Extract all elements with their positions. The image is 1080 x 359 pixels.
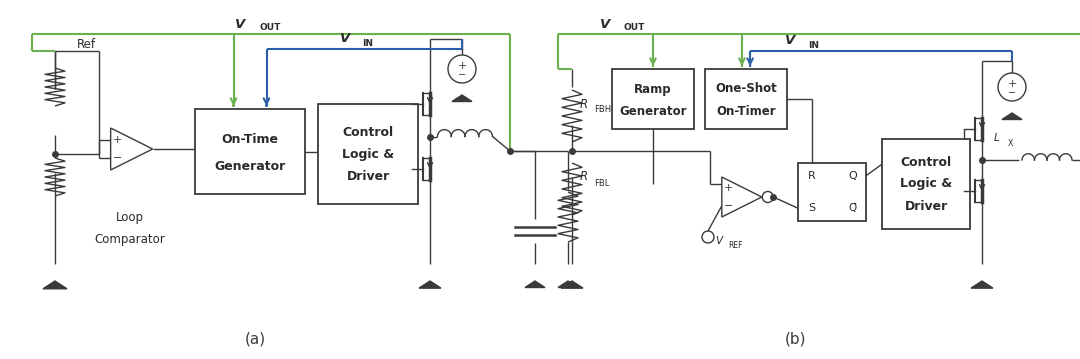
Bar — [798, 163, 866, 221]
Text: V: V — [235, 18, 245, 31]
Text: One-Shot: One-Shot — [715, 83, 777, 95]
Text: FBL: FBL — [594, 178, 609, 187]
Text: Control: Control — [901, 155, 951, 168]
Text: FBH: FBH — [594, 106, 611, 115]
Polygon shape — [419, 281, 441, 288]
Text: REF: REF — [728, 242, 743, 251]
Text: Ramp: Ramp — [634, 83, 672, 95]
Text: IN: IN — [362, 38, 373, 47]
Text: −: − — [724, 201, 733, 211]
Text: Generator: Generator — [619, 104, 687, 117]
Bar — [612, 69, 694, 129]
Text: Control: Control — [342, 126, 393, 139]
Text: OUT: OUT — [624, 23, 646, 33]
Text: Loop: Loop — [116, 210, 144, 224]
Text: On-Timer: On-Timer — [716, 104, 775, 117]
Text: Generator: Generator — [214, 160, 285, 173]
Polygon shape — [110, 128, 152, 170]
Polygon shape — [721, 177, 761, 217]
Text: V: V — [600, 18, 610, 31]
Text: +: + — [112, 135, 122, 145]
Text: R: R — [580, 171, 589, 183]
Polygon shape — [43, 281, 67, 289]
Text: (a): (a) — [244, 331, 266, 346]
Text: Driver: Driver — [347, 169, 390, 182]
Text: V: V — [340, 33, 350, 46]
Circle shape — [998, 73, 1026, 101]
Bar — [705, 69, 787, 129]
Polygon shape — [971, 281, 993, 288]
Text: +: + — [724, 183, 733, 193]
Polygon shape — [561, 281, 583, 288]
Polygon shape — [558, 281, 578, 288]
Text: Q̅: Q̅ — [848, 203, 856, 213]
Circle shape — [448, 55, 476, 83]
Text: Logic &: Logic & — [342, 148, 394, 160]
Text: OUT: OUT — [260, 23, 282, 33]
Text: On-Time: On-Time — [221, 133, 279, 146]
Text: (b): (b) — [784, 331, 806, 346]
Polygon shape — [525, 281, 545, 288]
Text: X: X — [1008, 140, 1013, 149]
Text: Logic &: Logic & — [900, 177, 953, 191]
Text: +: + — [1008, 79, 1016, 89]
Polygon shape — [1002, 113, 1022, 120]
Text: −: − — [1008, 88, 1016, 98]
Circle shape — [762, 191, 773, 202]
Text: IN: IN — [808, 41, 819, 50]
Text: −: − — [458, 70, 467, 80]
Circle shape — [702, 231, 714, 243]
Text: R: R — [808, 171, 815, 181]
Text: S: S — [808, 203, 815, 213]
Text: Comparator: Comparator — [95, 233, 165, 246]
Text: R: R — [580, 98, 589, 111]
Text: −: − — [112, 153, 122, 163]
Text: L: L — [994, 133, 1000, 143]
Bar — [318, 104, 418, 204]
Text: Q: Q — [848, 171, 856, 181]
Text: V: V — [785, 34, 795, 47]
Text: V: V — [715, 236, 723, 246]
Text: Driver: Driver — [904, 200, 947, 213]
Text: Ref: Ref — [77, 37, 96, 51]
Polygon shape — [453, 95, 472, 102]
Bar — [882, 139, 970, 229]
Bar — [195, 109, 305, 194]
Text: +: + — [457, 61, 467, 71]
